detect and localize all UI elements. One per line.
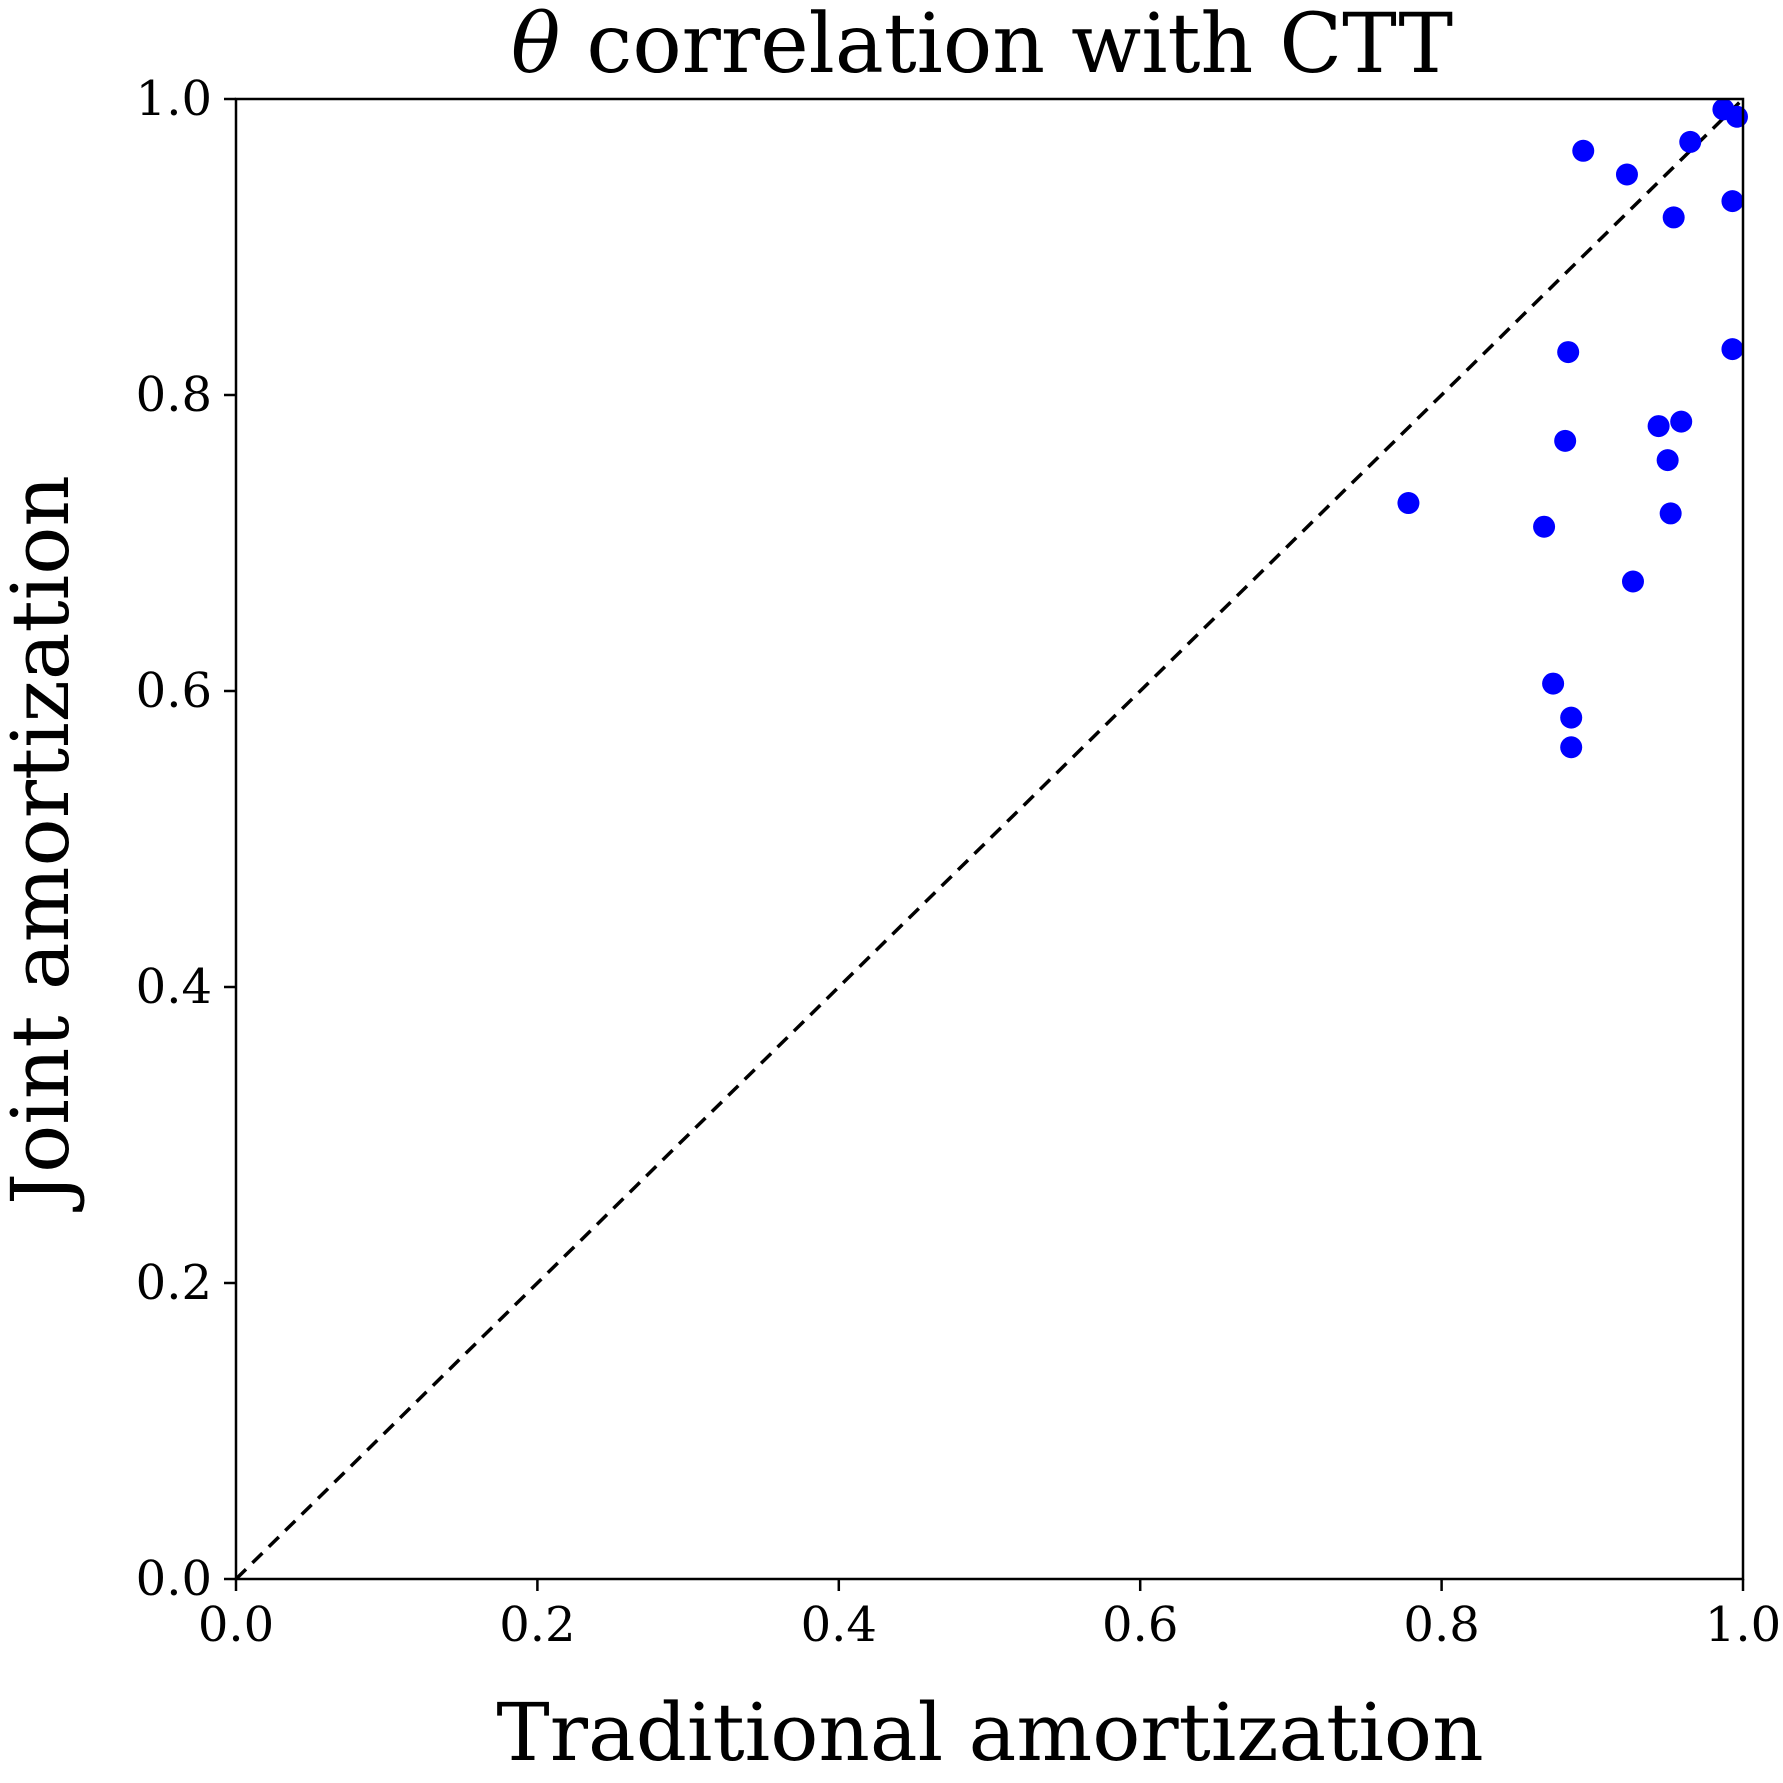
x-axis-label: Traditional amortization (496, 1686, 1483, 1779)
scatter-point-6 (1560, 706, 1583, 729)
scatter-point-13 (1659, 502, 1682, 525)
x-tick-label: 0.8 (1403, 1597, 1479, 1653)
scatter-point-11 (1647, 415, 1670, 438)
x-tick-label: 0.4 (801, 1597, 877, 1653)
x-tick-label: 0.6 (1102, 1597, 1178, 1653)
y-tick-label: 0.2 (136, 1255, 212, 1311)
y-tick-label: 1.0 (136, 71, 212, 127)
scatter-point-20 (1725, 105, 1748, 128)
x-tick-label: 0.2 (499, 1597, 575, 1653)
scatter-point-19 (1721, 338, 1744, 361)
scatter-point-2 (1533, 515, 1556, 538)
x-axis: 0.0 0.2 0.4 0.6 0.8 1.0 (198, 1579, 1781, 1653)
scatter-point-18 (1721, 190, 1744, 213)
x-tick-label: 1.0 (1705, 1597, 1781, 1653)
chart-title: θ correlation with CTT (511, 0, 1453, 92)
y-tick-label: 0.4 (136, 959, 212, 1015)
scatter-point-7 (1560, 736, 1583, 759)
title-text: correlation with CTT (560, 0, 1453, 92)
x-tick-label: 0.0 (198, 1597, 274, 1653)
y-tick-label: 0.0 (136, 1551, 212, 1607)
scatter-point-8 (1572, 139, 1595, 162)
scatter-point-1 (1397, 492, 1420, 515)
scatter-point-5 (1557, 341, 1580, 364)
scatter-point-10 (1621, 570, 1644, 593)
y-tick-label: 0.8 (136, 367, 212, 423)
scatter-point-9 (1615, 163, 1638, 186)
reference-line-group (234, 97, 1745, 1581)
scatter-point-16 (1679, 130, 1702, 153)
scatter-point-3 (1542, 672, 1565, 695)
y-axis-label: Joint amortization (0, 475, 87, 1212)
scatter-point-12 (1656, 449, 1679, 472)
plot-frame (234, 97, 1745, 1581)
scatter-point-4 (1554, 429, 1577, 452)
y-tick-label: 0.6 (136, 663, 212, 719)
diagonal-reference-line (234, 97, 1745, 1581)
scatter-point-15 (1670, 410, 1693, 433)
points-group (1397, 98, 1748, 759)
scatter-point-14 (1662, 206, 1685, 229)
title-symbol: θ (511, 0, 560, 92)
y-axis: 0.0 0.2 0.4 0.6 0.8 1.0 (136, 71, 236, 1607)
